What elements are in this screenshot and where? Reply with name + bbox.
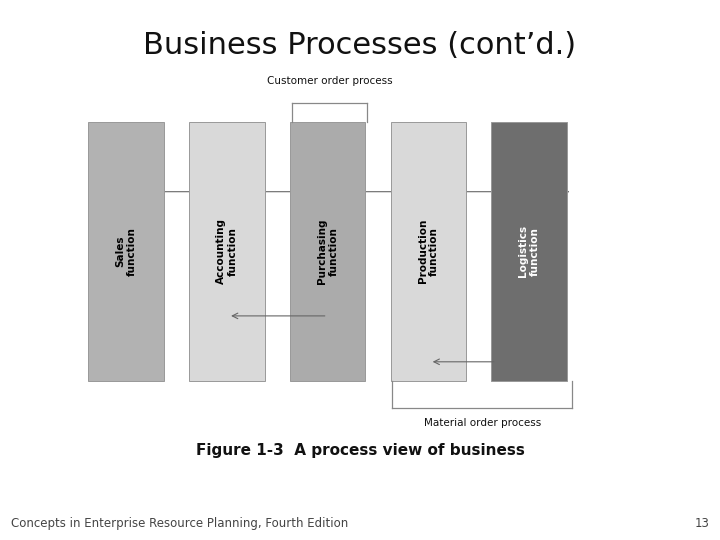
Text: Logistics
function: Logistics function xyxy=(518,225,540,277)
Bar xyxy=(390,122,467,381)
Text: Material order process: Material order process xyxy=(424,418,541,429)
Bar xyxy=(491,122,567,381)
Text: Business Processes (cont’d.): Business Processes (cont’d.) xyxy=(143,31,577,60)
Bar xyxy=(189,122,265,381)
Text: Sales
function: Sales function xyxy=(115,227,137,275)
Text: Figure 1-3  A process view of business: Figure 1-3 A process view of business xyxy=(196,443,524,458)
Text: Customer order process: Customer order process xyxy=(266,76,392,86)
Text: Production
function: Production function xyxy=(418,219,439,284)
Text: 13: 13 xyxy=(694,517,709,530)
Text: Concepts in Enterprise Resource Planning, Fourth Edition: Concepts in Enterprise Resource Planning… xyxy=(11,517,348,530)
Bar xyxy=(289,122,366,381)
Text: Accounting
function: Accounting function xyxy=(216,218,238,284)
Text: Purchasing
function: Purchasing function xyxy=(317,218,338,284)
Bar xyxy=(89,122,164,381)
